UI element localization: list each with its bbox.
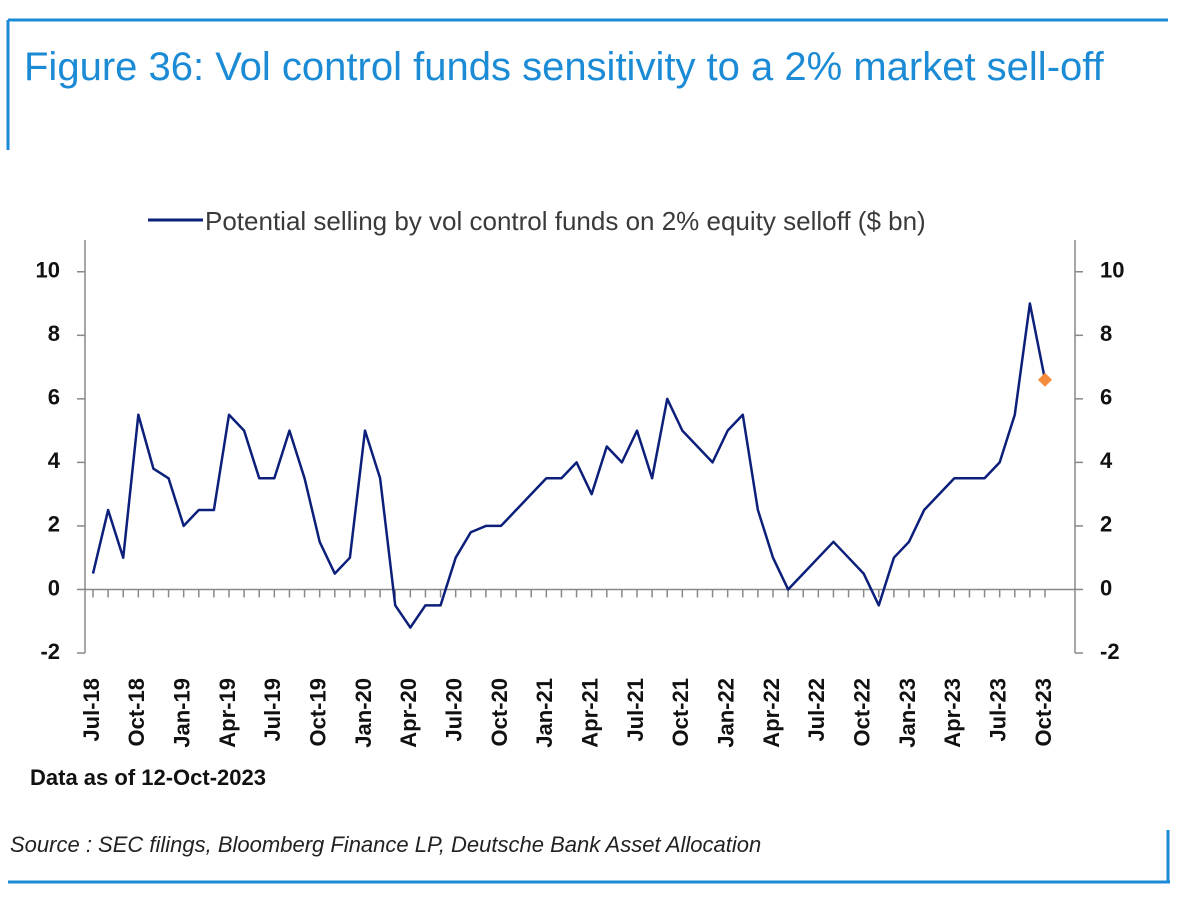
highlight-marker (1038, 372, 1052, 387)
x-tick-label: Oct-20 (487, 678, 512, 746)
legend-label: Potential selling by vol control funds o… (205, 206, 926, 236)
y-tick-label: 8 (48, 321, 60, 346)
y2-tick-label: 0 (1100, 575, 1112, 600)
y-tick-label: 6 (48, 385, 60, 410)
x-tick-label: Jan-23 (895, 678, 920, 748)
x-tick-label: Apr-23 (940, 678, 965, 748)
x-tick-label: Oct-18 (124, 678, 149, 746)
y2-tick-label: -2 (1100, 639, 1120, 664)
x-tick-label: Oct-21 (668, 678, 693, 746)
x-tick-label: Jul-22 (804, 678, 829, 742)
x-tick-label: Oct-22 (849, 678, 874, 746)
y2-tick-label: 6 (1100, 385, 1112, 410)
x-tick-label: Oct-19 (305, 678, 330, 746)
series-line (91, 302, 1047, 629)
y-tick-label: 10 (36, 258, 60, 283)
y-tick-label: 4 (48, 448, 61, 473)
y-tick-label: 0 (48, 575, 60, 600)
y2-tick-label: 10 (1100, 258, 1124, 283)
y-tick-label: 2 (48, 512, 60, 537)
x-tick-label: Jan-21 (532, 678, 557, 748)
source: Source : SEC filings, Bloomberg Finance … (10, 832, 762, 857)
x-tick-label: Jul-18 (79, 678, 104, 742)
x-tick-label: Oct-23 (1031, 678, 1056, 746)
y2-tick-label: 4 (1100, 448, 1113, 473)
x-tick-label: Jul-23 (985, 678, 1010, 742)
note: Data as of 12-Oct-2023 (30, 765, 266, 790)
x-tick-label: Jul-21 (623, 678, 648, 742)
chart-title: Figure 36: Vol control funds sensitivity… (24, 45, 1104, 89)
x-tick-label: Jan-20 (351, 678, 376, 748)
x-tick-label: Jul-20 (441, 678, 466, 742)
x-tick-label: Apr-22 (759, 678, 784, 748)
x-tick-label: Jan-22 (713, 678, 738, 748)
x-tick-label: Apr-20 (396, 678, 421, 748)
x-tick-label: Apr-19 (215, 678, 240, 748)
x-tick-label: Jan-19 (169, 678, 194, 748)
y2-tick-label: 8 (1100, 321, 1112, 346)
x-tick-label: Apr-21 (577, 678, 602, 748)
y2-tick-label: 2 (1100, 512, 1112, 537)
x-tick-label: Jul-19 (260, 678, 285, 742)
y-tick-label: -2 (40, 639, 60, 664)
